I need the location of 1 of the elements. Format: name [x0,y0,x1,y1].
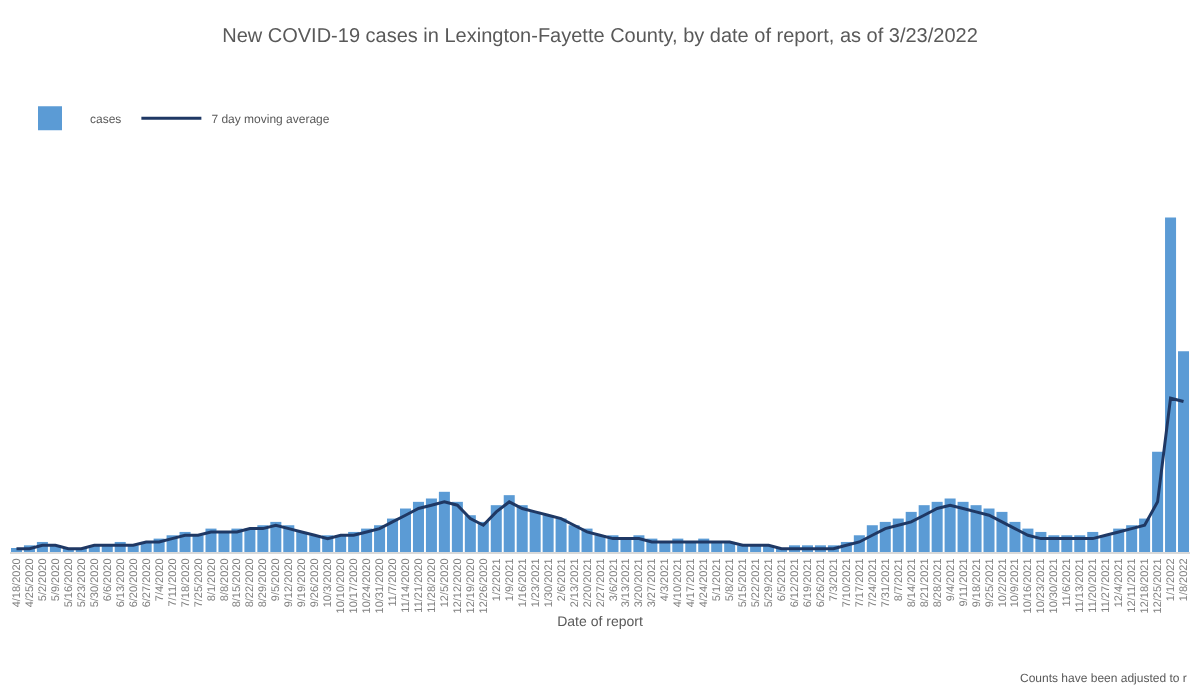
chart-title: New COVID-19 cases in Lexington-Fayette County, by date of report, as of 3/23/2022 [222,26,979,48]
